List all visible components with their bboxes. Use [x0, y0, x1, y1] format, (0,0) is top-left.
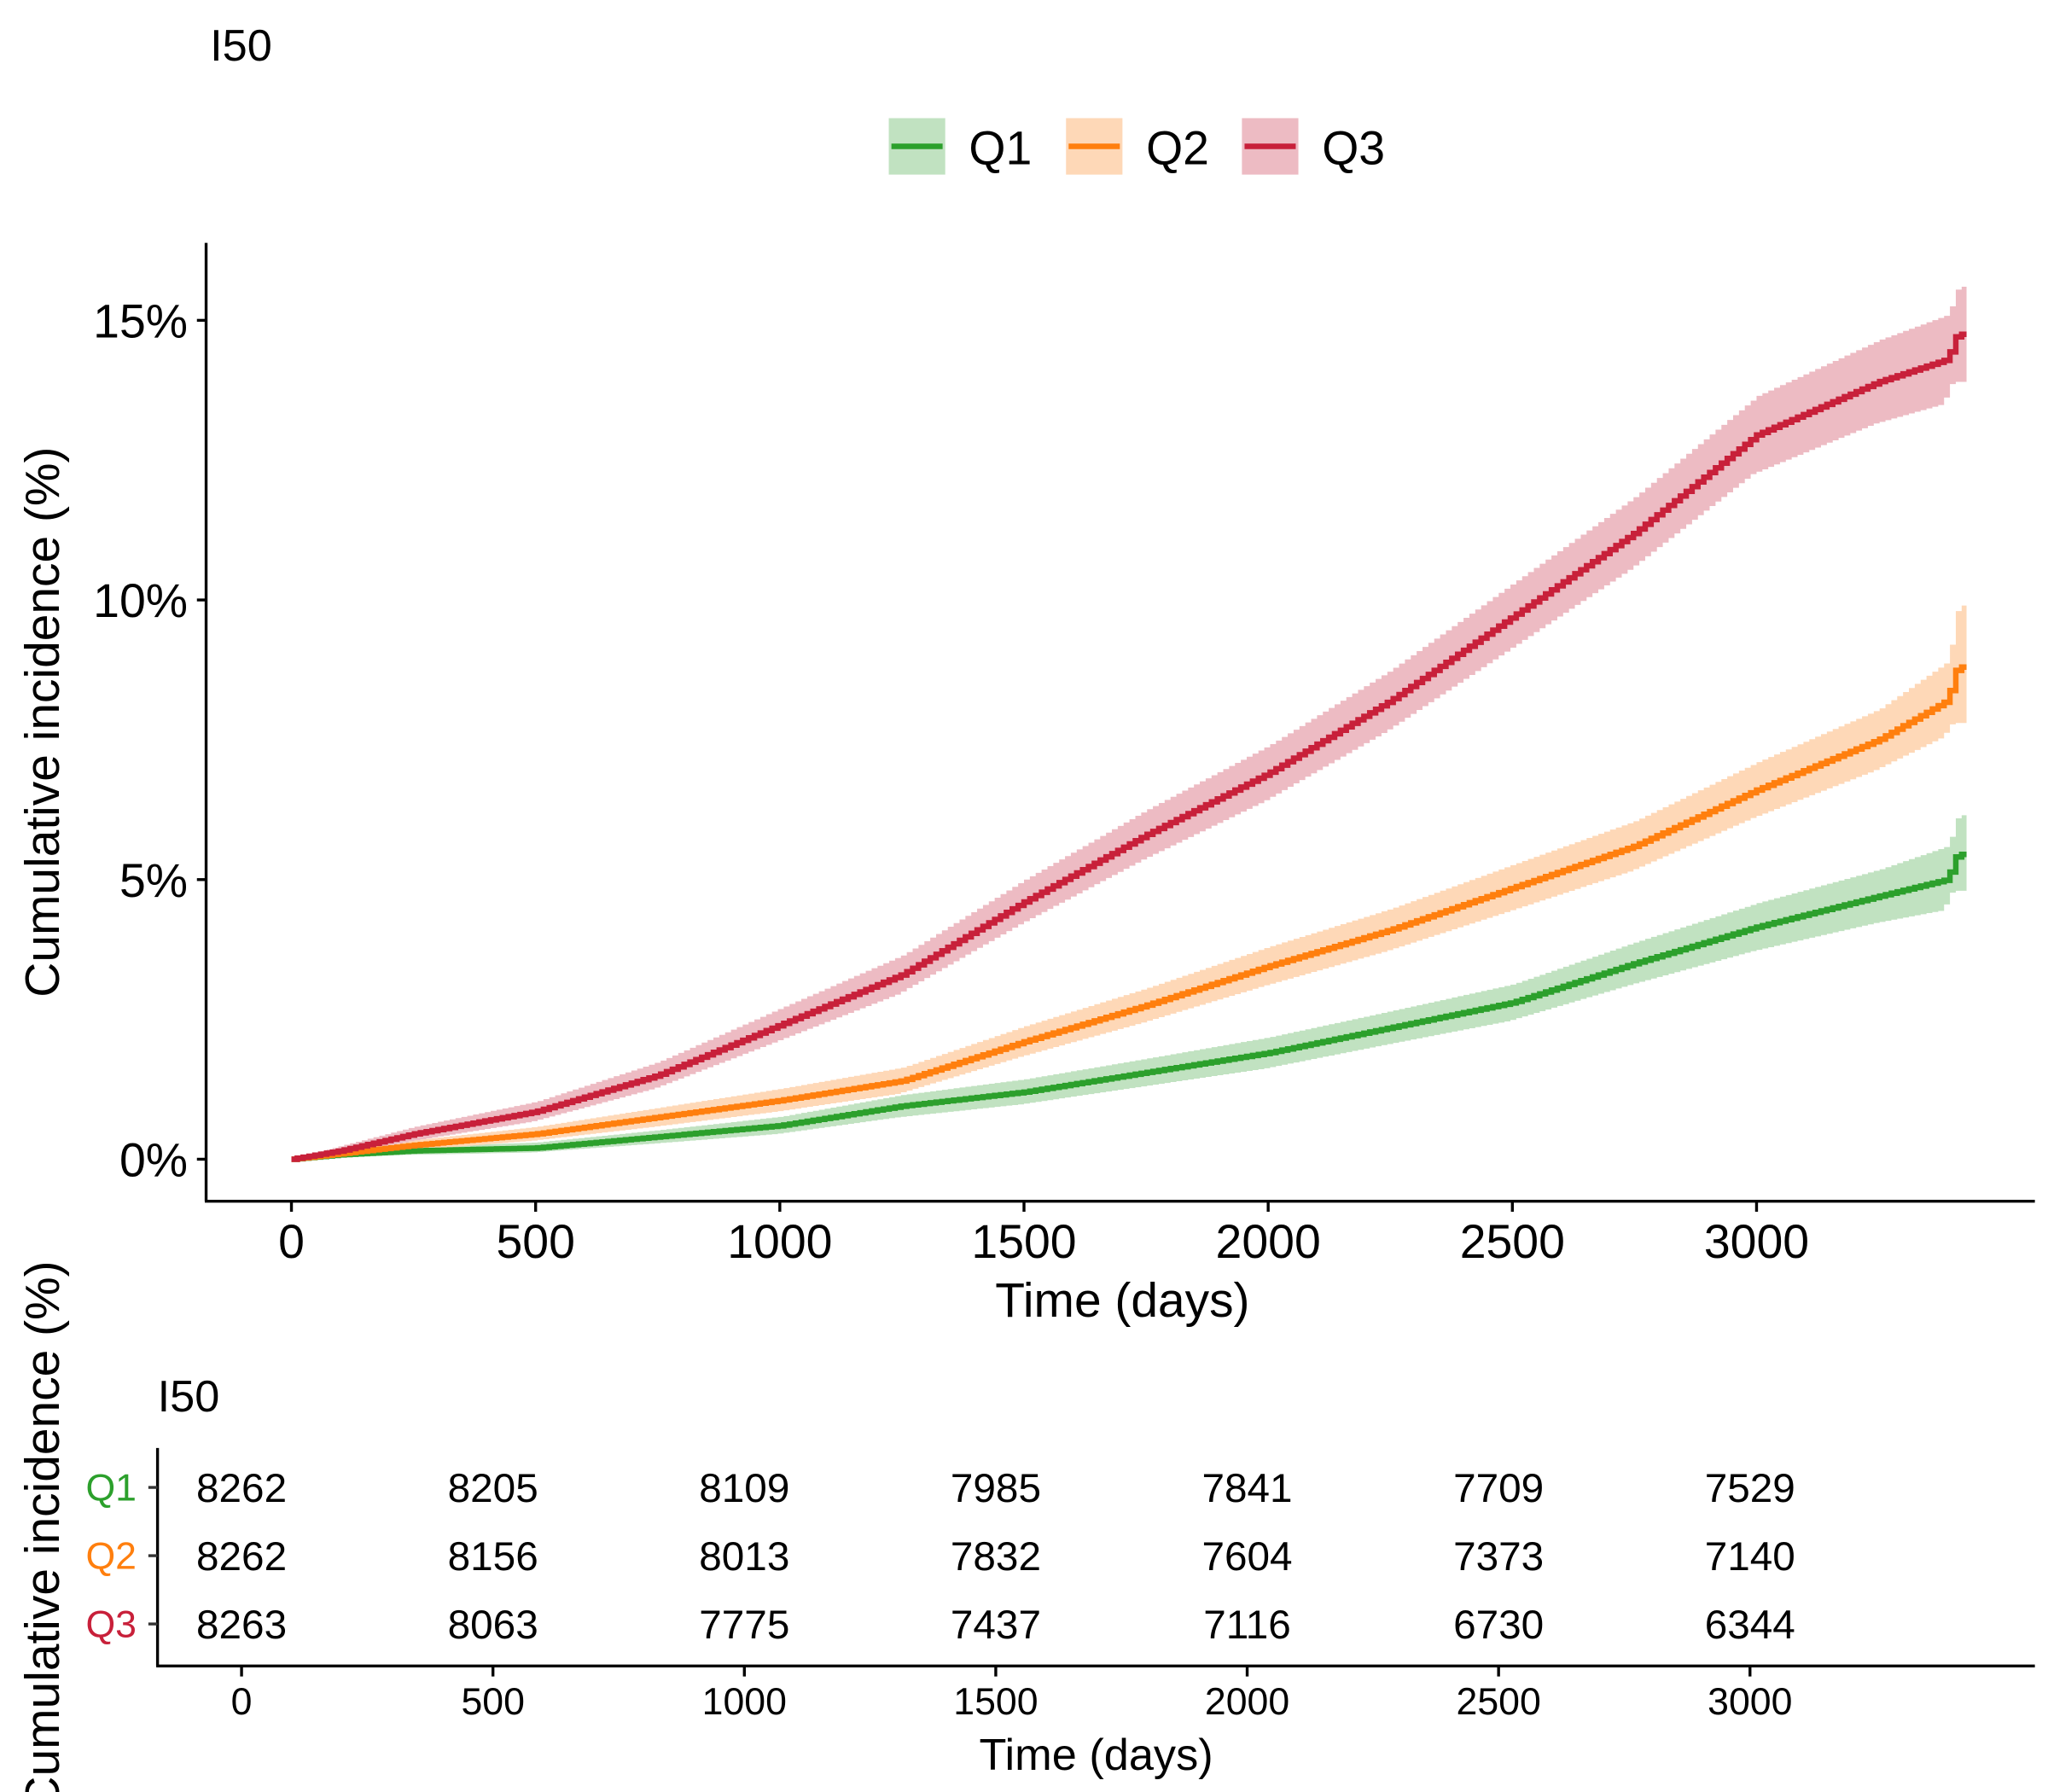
risk-row-q3: Q3 8263 8063 7775 7437 7116 6730 6344	[85, 1603, 1795, 1648]
risk-x-tick-label: 500	[461, 1681, 524, 1723]
risk-row-label: Q3	[85, 1603, 137, 1645]
risk-cell: 7985	[951, 1466, 1041, 1511]
risk-x-tick-label: 3000	[1708, 1681, 1792, 1723]
x-ticks: 0 500 1000 1500 2000 2500 3000	[278, 1201, 1809, 1268]
x-tick-label: 2000	[1216, 1215, 1321, 1268]
risk-cell: 6730	[1453, 1603, 1544, 1648]
y-tick-label: 5%	[119, 854, 188, 907]
y-tick-label: 15%	[93, 294, 188, 347]
plot-title: I50	[210, 21, 272, 71]
risk-cell: 8109	[699, 1466, 789, 1511]
y-tick-label: 0%	[119, 1133, 188, 1186]
y-tick-label: 10%	[93, 574, 188, 627]
legend-item-q3: Q3	[1242, 118, 1385, 175]
risk-x-tick-label: 1000	[702, 1681, 787, 1723]
risk-x-tick-label: 0	[231, 1681, 253, 1723]
risk-table: Q1 8262 8205 8109 7985 7841 7709 7529 Q2 8262 8156…	[85, 1466, 1795, 1723]
risk-cell: 8013	[699, 1534, 789, 1580]
legend-item-q2: Q2	[1066, 118, 1209, 175]
risk-row-label: Q2	[85, 1535, 137, 1577]
risk-cell: 8262	[196, 1466, 287, 1511]
legend-label: Q1	[969, 121, 1032, 174]
y-axis-label: Cumulative incidence (%)	[15, 447, 70, 998]
risk-cell: 7116	[1203, 1603, 1291, 1648]
risk-table-ylabel: Cumulative incidence (%)	[15, 1260, 70, 1792]
risk-cell: 8263	[196, 1603, 287, 1648]
risk-cell: 7140	[1705, 1534, 1795, 1580]
x-tick-label: 0	[278, 1215, 305, 1268]
curve-q1	[291, 852, 1967, 1162]
risk-cell: 7709	[1453, 1466, 1544, 1511]
risk-cell: 8205	[448, 1466, 538, 1511]
risk-row-q1: Q1 8262 8205 8109 7985 7841 7709 7529	[85, 1466, 1795, 1511]
risk-cell: 7373	[1453, 1534, 1544, 1580]
x-tick-label: 3000	[1704, 1215, 1809, 1268]
risk-row-q2: Q2 8262 8156 8013 7832 7604 7373 7140	[85, 1534, 1795, 1580]
risk-x-tick-label: 2000	[1205, 1681, 1289, 1723]
x-tick-label: 1000	[727, 1215, 832, 1268]
x-tick-label: 500	[496, 1215, 574, 1268]
legend-item-q1: Q1	[888, 118, 1032, 175]
risk-cell: 8063	[448, 1603, 538, 1648]
risk-x-tick-label: 1500	[953, 1681, 1038, 1723]
risk-cell: 7832	[951, 1534, 1041, 1580]
risk-cell: 6344	[1705, 1603, 1795, 1648]
x-tick-label: 1500	[971, 1215, 1076, 1268]
legend: Q1 Q2 Q3	[888, 118, 1385, 175]
x-axis-label: Time (days)	[995, 1273, 1249, 1328]
y-ticks: 0% 5% 10% 15%	[93, 294, 207, 1186]
curve-q3	[291, 331, 1967, 1162]
risk-cell: 7775	[699, 1603, 789, 1648]
ci-band-q3	[291, 287, 1967, 1160]
risk-cell: 7529	[1705, 1466, 1795, 1511]
risk-table-x-axis-label: Time (days)	[980, 1731, 1213, 1780]
risk-x-tick-label: 2500	[1457, 1681, 1541, 1723]
legend-label: Q3	[1322, 121, 1385, 174]
confidence-bands	[291, 287, 1967, 1160]
risk-table-title: I50	[158, 1372, 220, 1422]
risk-cell: 8156	[448, 1534, 538, 1580]
risk-cell: 7604	[1201, 1534, 1292, 1580]
risk-row-label: Q1	[85, 1467, 137, 1509]
x-tick-label: 2500	[1460, 1215, 1565, 1268]
incidence-curves	[291, 331, 1967, 1162]
curve-q2	[291, 664, 1967, 1162]
legend-label: Q2	[1146, 121, 1209, 174]
risk-cell: 8262	[196, 1534, 287, 1580]
risk-cell: 7437	[951, 1603, 1041, 1648]
risk-cell: 7841	[1201, 1466, 1292, 1511]
